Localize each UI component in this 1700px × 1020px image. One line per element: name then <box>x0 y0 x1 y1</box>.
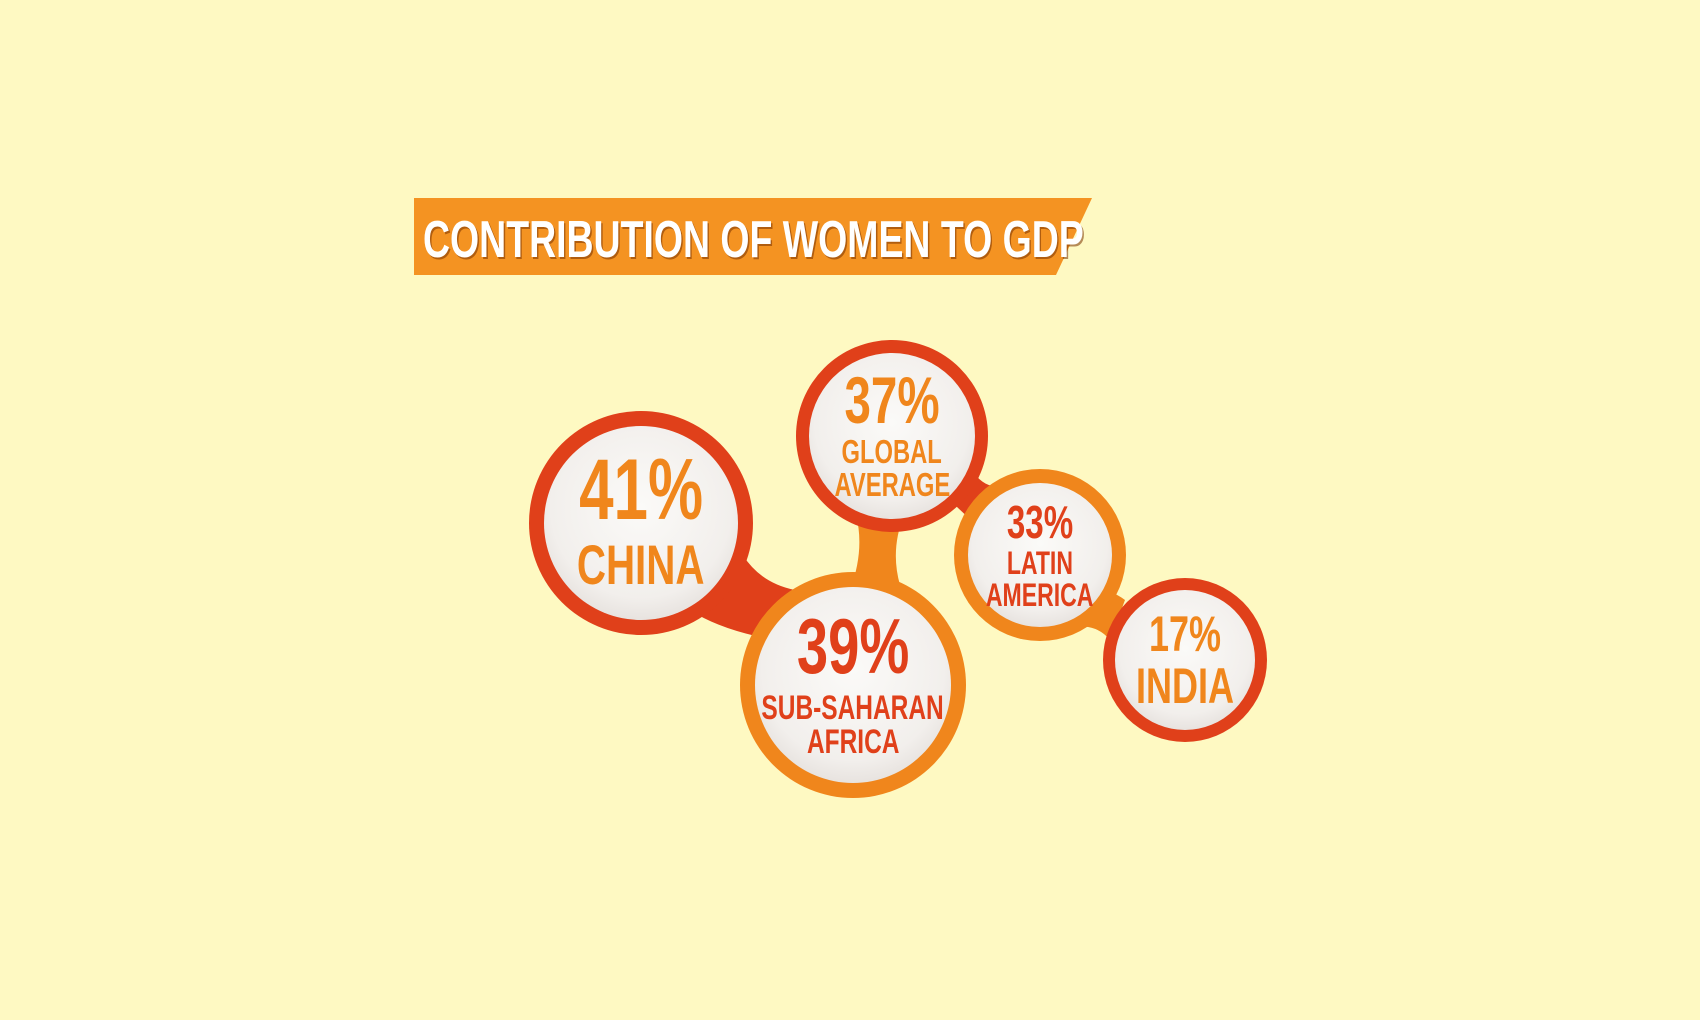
india-region: INDIA <box>1135 658 1234 714</box>
india-percent: 17% <box>1148 606 1222 662</box>
china-percent: 41% <box>579 442 703 538</box>
bubble-sub-saharan-africa: 39% SUB-SAHARAN AFRICA <box>753 585 953 785</box>
china-region: CHINA <box>577 533 705 596</box>
latin-america-region-line-2: AMERICA <box>986 577 1094 613</box>
bubble-china: 41% CHINA <box>541 423 741 623</box>
global-average-region-line-2: AVERAGE <box>834 466 950 503</box>
connector-global-africa <box>850 515 904 590</box>
global-average-region-line-1: GLOBAL <box>841 433 943 470</box>
bubble-india: 17% INDIA <box>1115 590 1255 730</box>
global-average-percent: 37% <box>844 363 940 437</box>
bubble-global-average: 37% GLOBAL AVERAGE <box>812 356 972 516</box>
latin-america-region-line-1: LATIN <box>1006 545 1074 581</box>
sub-saharan-africa-region-line-1: SUB-SAHARAN <box>761 689 945 727</box>
sub-saharan-africa-region-line-2: AFRICA <box>806 723 900 761</box>
bubble-latin-america: 33% LATIN AMERICA <box>970 485 1110 625</box>
sub-saharan-africa-percent: 39% <box>796 602 910 690</box>
latin-america-percent: 33% <box>1006 496 1074 548</box>
page-title: CONTRIBUTION OF WOMEN TO GDP <box>423 211 1084 269</box>
